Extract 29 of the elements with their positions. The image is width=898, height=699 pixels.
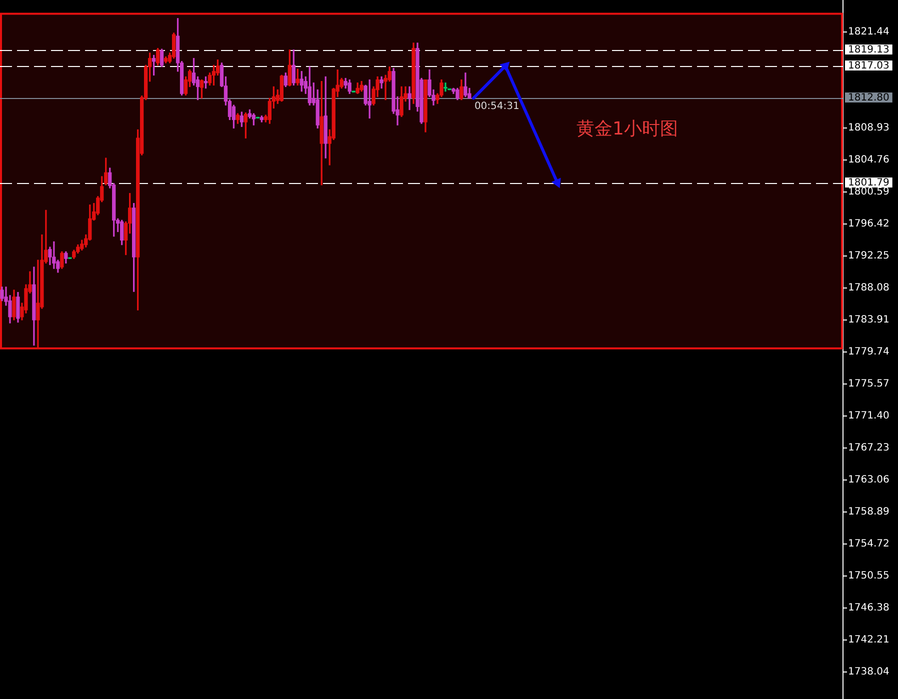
y-tick-label: 1767.23 bbox=[848, 442, 890, 454]
ref-line-label: 1819.13 bbox=[848, 44, 890, 56]
y-tick-label: 1738.04 bbox=[848, 666, 890, 678]
y-tick-label: 1771.40 bbox=[848, 410, 890, 422]
y-tick-label: 1821.44 bbox=[848, 26, 890, 38]
y-tick-label: 1804.76 bbox=[848, 154, 890, 166]
y-tick-label: 1754.72 bbox=[848, 538, 890, 550]
candlestick bbox=[368, 79, 372, 118]
candlestick bbox=[52, 241, 56, 269]
candlestick bbox=[408, 86, 412, 110]
y-tick-label: 1796.42 bbox=[848, 218, 890, 230]
candlestick bbox=[444, 82, 448, 92]
y-tick-label: 1750.55 bbox=[848, 570, 890, 582]
ref-line-label: 1812.80 bbox=[848, 92, 890, 104]
ref-line-label: 1817.03 bbox=[848, 60, 890, 72]
y-tick-label: 1746.38 bbox=[848, 602, 890, 614]
annotation: 黄金1小时图 bbox=[576, 118, 678, 140]
annotation: 00:54:31 bbox=[474, 100, 520, 112]
y-tick-label: 1763.06 bbox=[848, 474, 890, 486]
ref-line-label: 1801.79 bbox=[848, 178, 890, 189]
y-tick-label: 1788.08 bbox=[848, 282, 890, 294]
y-tick-label: 1779.74 bbox=[848, 346, 890, 358]
y-tick-label: 1775.57 bbox=[848, 378, 890, 390]
y-tick-label: 1783.91 bbox=[848, 314, 890, 326]
y-tick-label: 1742.21 bbox=[848, 634, 890, 646]
y-tick-label: 1808.93 bbox=[848, 122, 890, 134]
y-tick-label: 1758.89 bbox=[848, 506, 890, 518]
y-tick-label: 1792.25 bbox=[848, 250, 890, 262]
y-tick-label: 1800.59 bbox=[848, 186, 890, 198]
